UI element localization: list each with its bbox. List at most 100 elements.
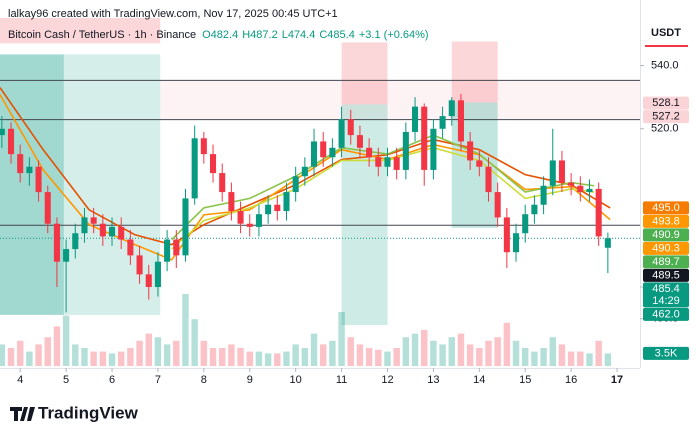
candle-body: [513, 233, 520, 253]
volume-bar: [264, 353, 272, 366]
candle-body: [338, 119, 345, 148]
x-tick-label: 9: [247, 374, 253, 386]
candle-body: [81, 217, 88, 234]
candle-body: [209, 154, 217, 174]
candle-body: [421, 106, 428, 170]
x-tick-label: 7: [155, 374, 161, 386]
candle-body: [237, 211, 244, 224]
change: +3.1 (+0.64%): [358, 29, 429, 41]
candle-body: [173, 239, 180, 256]
candle-body: [384, 157, 391, 167]
volume-bar: [62, 315, 70, 366]
volume-bar: [108, 353, 116, 366]
volume-bar: [393, 348, 400, 366]
ohlc-open: O482.4: [202, 29, 239, 41]
candle-body: [53, 223, 60, 262]
candle-body: [265, 204, 272, 215]
volume-bar: [246, 351, 253, 366]
volume-bar: [503, 322, 511, 366]
candle-body: [108, 226, 116, 237]
price-label: 527.2: [652, 111, 680, 123]
volume-bar: [44, 337, 51, 366]
price-label: 489.5: [652, 269, 680, 281]
ohlc-close: C485.4: [319, 29, 355, 41]
candle-body: [200, 138, 207, 155]
candle-body: [145, 274, 152, 288]
volume-bar: [136, 340, 143, 366]
volume-bar: [173, 340, 180, 366]
price-label-box: [643, 110, 689, 124]
price-label: 489.7: [652, 256, 680, 268]
brand-name: TradingView: [38, 403, 139, 422]
volume-bar: [522, 348, 529, 366]
candle-body: [375, 157, 382, 167]
candle-body: [366, 147, 373, 158]
candle-body: [90, 217, 97, 224]
volume-bar: [154, 337, 162, 366]
volume-bar: [439, 344, 446, 366]
candle-body: [35, 166, 42, 193]
candle-body: [558, 160, 565, 183]
candle-body: [467, 141, 474, 161]
currency: USDT: [651, 27, 681, 39]
volume-bar: [237, 348, 244, 366]
candle-body: [228, 192, 235, 212]
candle-body: [476, 160, 483, 167]
candle-body: [320, 141, 327, 158]
volume-bar: [558, 344, 566, 366]
volume-bar: [228, 344, 235, 366]
volume-bar: [200, 340, 208, 366]
candle-body: [292, 176, 299, 193]
volume-bar: [457, 333, 465, 366]
volume-bar: [127, 348, 134, 366]
x-tick-label: 14: [473, 374, 485, 386]
candle-body: [301, 166, 308, 177]
candle-body: [182, 198, 189, 256]
price-label: 490.9: [652, 229, 680, 241]
volume-bar: [90, 351, 97, 366]
position-zone: [341, 104, 388, 325]
volume-bar: [531, 351, 538, 366]
volume-bar: [365, 348, 373, 366]
position-zone: [0, 54, 64, 315]
volume-bar: [402, 337, 410, 366]
volume-bar: [72, 344, 79, 366]
candle-body: [44, 192, 51, 224]
price-label-box: [643, 307, 689, 321]
candle-body: [329, 147, 336, 158]
candle-body: [63, 249, 70, 262]
candle-body: [485, 166, 492, 193]
volume-bar: [163, 344, 171, 366]
candle-body: [127, 239, 134, 256]
candle-body: [255, 214, 262, 227]
position-zone: [451, 41, 498, 103]
price-label-box: [643, 241, 689, 255]
volume-bar: [209, 348, 217, 366]
ohlc-low: L474.4: [281, 29, 316, 41]
x-tick-label: 13: [427, 374, 439, 386]
symbol-line: Bitcoin Cash / TetherUS · 1h · Binance O4…: [8, 25, 433, 46]
volume-bar: [274, 353, 281, 366]
y-tick-label: 520.0: [651, 123, 679, 135]
logo-mark: [10, 407, 35, 421]
candle-body: [99, 223, 106, 237]
candle-body: [0, 128, 5, 136]
volume-bar: [595, 340, 602, 366]
volume-bar: [301, 348, 309, 366]
volume-bar: [117, 351, 125, 366]
x-tick-label: 12: [381, 374, 393, 386]
volume-bar: [347, 337, 354, 366]
candle-body: [7, 128, 15, 155]
price-label-box: [643, 282, 689, 308]
candle-body: [246, 223, 253, 227]
ohlc-high: H487.2: [242, 29, 278, 41]
candle-body: [191, 138, 198, 199]
candle-body: [17, 154, 24, 174]
candle-body: [283, 192, 290, 212]
candle-body: [494, 192, 501, 218]
symbol: Bitcoin Cash / TetherUS · 1h · Binance: [8, 29, 197, 41]
price-label: 493.8: [652, 215, 680, 227]
volume-bar: [310, 333, 318, 366]
candle-body: [522, 214, 529, 234]
